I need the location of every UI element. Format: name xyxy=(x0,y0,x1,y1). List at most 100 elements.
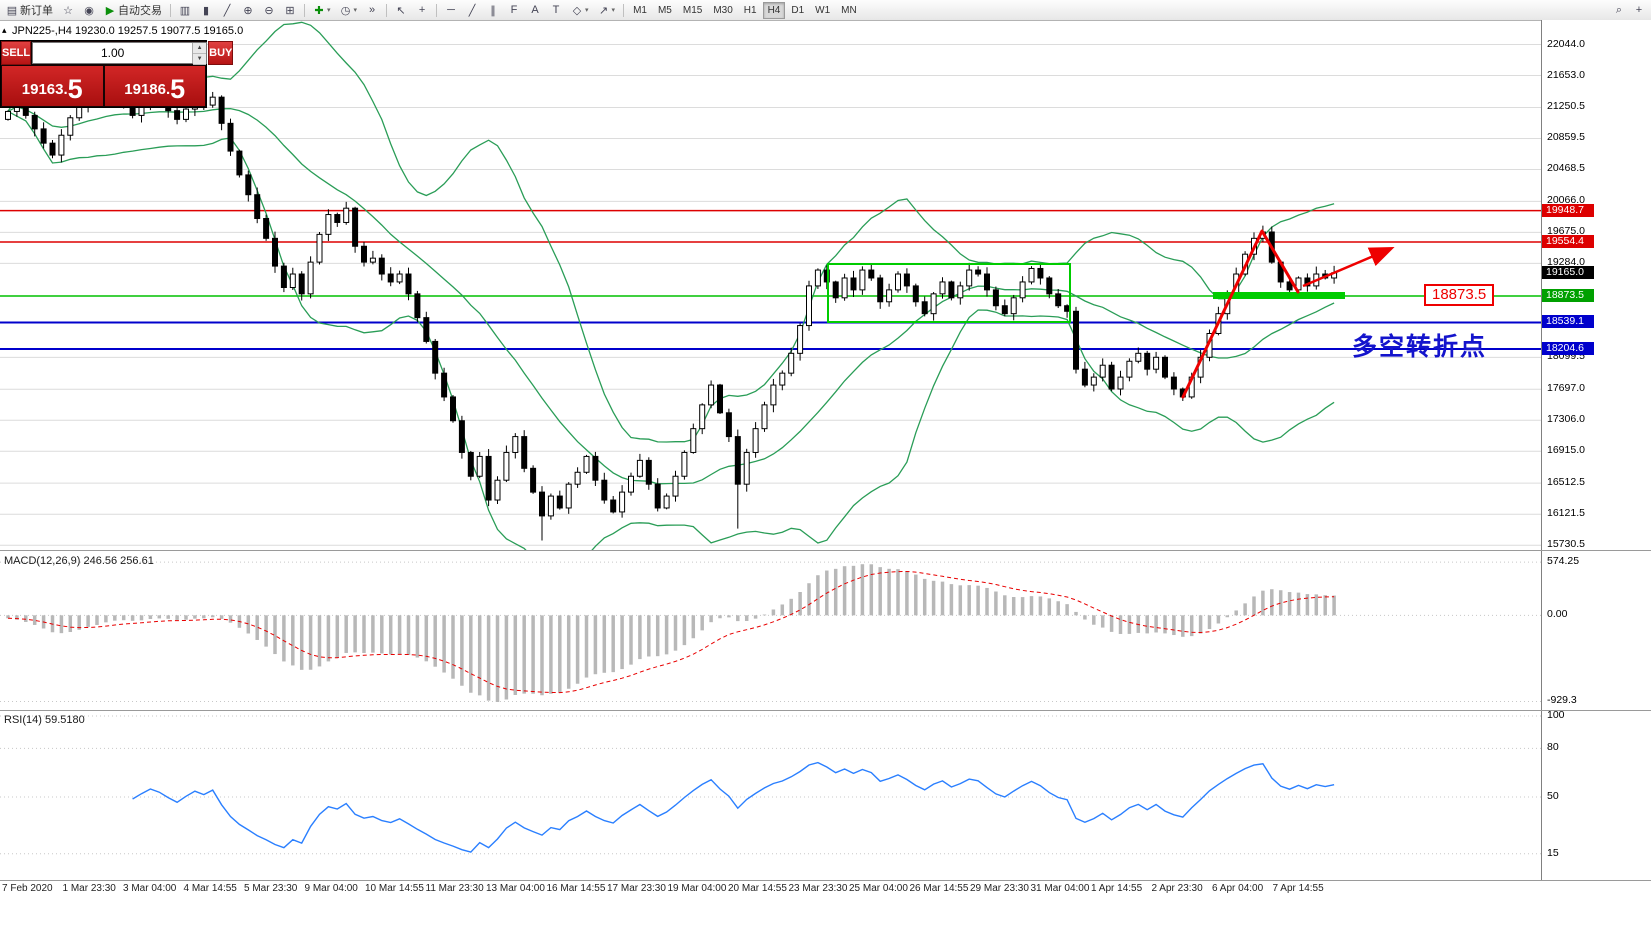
macd-label: MACD(12,26,9) 246.56 256.61 xyxy=(4,555,154,567)
channel-tool-button[interactable]: ∥ xyxy=(483,1,503,19)
macd-grid xyxy=(0,561,1541,702)
time-label: 1 Mar 23:30 xyxy=(62,883,116,894)
timeframe-m1[interactable]: M1 xyxy=(633,4,647,16)
line-chart-button[interactable]: ╱ xyxy=(217,1,237,19)
price-marker: 18539.1 xyxy=(1542,315,1594,329)
text-tool-button[interactable]: A xyxy=(525,1,545,19)
rsi-panel[interactable] xyxy=(0,711,1541,881)
volume-down-button[interactable]: ▼ xyxy=(193,54,207,65)
buy-button[interactable]: BUY xyxy=(208,41,234,65)
symbol-header: JPN225-,H4 19230.0 19257.5 19077.5 19165… xyxy=(12,25,243,37)
fibonacci-icon: F xyxy=(510,4,518,16)
rsi-label: RSI(14) 59.5180 xyxy=(4,714,85,726)
timeframe-m30[interactable]: M30 xyxy=(713,4,733,16)
timeframe-m5[interactable]: M5 xyxy=(657,4,672,16)
crosshair-button[interactable]: + xyxy=(412,1,432,19)
axis-label: 100 xyxy=(1547,709,1565,721)
search-button[interactable]: ⌕ xyxy=(1609,1,1629,19)
timeframe-mn[interactable]: MN xyxy=(841,4,857,16)
horizontal-level-lines xyxy=(0,209,1541,350)
toolbar-separator xyxy=(623,3,625,17)
autotrade-button[interactable]: ▶ 自动交易 xyxy=(100,1,166,19)
cursor-button[interactable]: ↖ xyxy=(391,1,411,19)
time-label: 11 Mar 23:30 xyxy=(425,883,484,894)
macd-panel[interactable] xyxy=(0,551,1541,710)
turning-point-note: 多空转折点 xyxy=(1352,333,1488,361)
volume-input[interactable] xyxy=(33,43,193,63)
rsi-grid xyxy=(0,715,1541,855)
time-label: 9 Mar 04:00 xyxy=(304,883,358,894)
auto-scroll-icon: » xyxy=(368,4,376,16)
crosshair-icon: + xyxy=(418,4,426,16)
candlestick-button[interactable]: ▮ xyxy=(196,1,216,19)
time-label: 3 Mar 04:00 xyxy=(123,883,177,894)
time-label: 20 Mar 14:55 xyxy=(728,883,787,894)
time-axis[interactable]: 7 Feb 2020 1 Mar 23:30 3 Mar 04:00 4 Mar 14… xyxy=(0,882,1541,898)
time-label: 10 Mar 14:55 xyxy=(365,883,424,894)
shapes-tool-button[interactable]: ◇ ▾ xyxy=(567,1,593,19)
buy-price-display[interactable]: 19186. 5 xyxy=(104,66,205,106)
panel-separator[interactable] xyxy=(0,550,1651,551)
axis-label: 16915.0 xyxy=(1547,444,1585,457)
panel-separator xyxy=(0,880,1651,881)
signals-button[interactable]: ☆ xyxy=(58,1,78,19)
expand-triangle-icon[interactable]: ▴ xyxy=(2,25,7,35)
zoom-out-icon: ⊖ xyxy=(264,4,274,17)
price-marker: 19948.7 xyxy=(1542,203,1594,217)
profile-button[interactable]: ◉ xyxy=(79,1,99,19)
price-axis[interactable]: 22044.0 21653.0 21250.5 20859.5 20468.5 20066… xyxy=(1541,20,1651,881)
new-chart-button[interactable]: ✚ ▾ xyxy=(309,1,335,19)
time-label: 7 Feb 2020 xyxy=(2,883,53,894)
tile-windows-button[interactable]: ⊞ xyxy=(280,1,300,19)
zoom-in-button[interactable]: ⊕ xyxy=(238,1,258,19)
time-label: 2 Apr 23:30 xyxy=(1151,883,1203,894)
cursor-icon: ↖ xyxy=(396,4,406,17)
fibonacci-tool-button[interactable]: F xyxy=(504,1,524,19)
bar-chart-icon: ▥ xyxy=(179,4,191,17)
timeframe-w1[interactable]: W1 xyxy=(815,4,831,16)
signals-icon: ☆ xyxy=(63,4,73,17)
sell-price-display[interactable]: 19163. 5 xyxy=(2,66,103,106)
axis-label: 0.00 xyxy=(1547,608,1568,621)
timeframe-m15[interactable]: M15 xyxy=(682,4,703,16)
time-label: 19 Mar 04:00 xyxy=(667,883,727,894)
timeframe-d1[interactable]: D1 xyxy=(791,4,805,16)
add-button[interactable]: + xyxy=(1629,1,1649,19)
label-tool-button[interactable]: T xyxy=(546,1,566,19)
zoom-out-button[interactable]: ⊖ xyxy=(259,1,279,19)
chevron-down-icon: ▾ xyxy=(585,7,589,14)
axis-label: 80 xyxy=(1547,741,1559,754)
time-label: 7 Apr 14:55 xyxy=(1272,883,1324,894)
toolbar-separator xyxy=(170,3,171,17)
axis-label: 50 xyxy=(1547,790,1559,802)
time-label: 6 Apr 04:00 xyxy=(1212,883,1264,894)
label-icon: T xyxy=(552,4,560,16)
auto-scroll-button[interactable]: » xyxy=(362,1,382,19)
autotrade-play-icon: ▶ xyxy=(105,4,115,17)
hline-tool-button[interactable]: ─ xyxy=(441,1,461,19)
red-zigzag-line xyxy=(1181,229,1300,399)
new-order-button[interactable]: ▤ 新订单 xyxy=(2,1,57,19)
timeframe-h1[interactable]: H1 xyxy=(743,4,757,16)
panel-separator[interactable] xyxy=(0,710,1651,711)
sell-price-dot: . xyxy=(63,81,68,98)
macd-histogram xyxy=(6,564,1336,702)
candlestick-icon: ▮ xyxy=(202,4,210,17)
time-label: 31 Mar 04:00 xyxy=(1030,883,1090,894)
axis-label: 17306.0 xyxy=(1547,413,1585,426)
axis-label: 15730.5 xyxy=(1547,538,1585,551)
tile-windows-icon: ⊞ xyxy=(285,4,295,17)
volume-up-button[interactable]: ▲ xyxy=(193,43,207,54)
buy-price-main: 19186 xyxy=(124,81,166,98)
symbol-name: JPN225-,H4 xyxy=(12,25,72,37)
text-icon: A xyxy=(531,4,539,16)
axis-label: 20066.0 xyxy=(1547,194,1585,207)
trendline-tool-button[interactable]: ╱ xyxy=(462,1,482,19)
sell-button[interactable]: SELL xyxy=(1,41,32,65)
main-chart[interactable] xyxy=(0,20,1541,551)
bar-chart-button[interactable]: ▥ xyxy=(175,1,195,19)
arrows-tool-button[interactable]: ↗ ▾ xyxy=(594,1,620,19)
timeframe-h4[interactable]: H4 xyxy=(762,1,786,19)
period-button[interactable]: ◷ ▾ xyxy=(336,1,362,19)
level-price-tag: 18873.5 xyxy=(1424,284,1495,306)
